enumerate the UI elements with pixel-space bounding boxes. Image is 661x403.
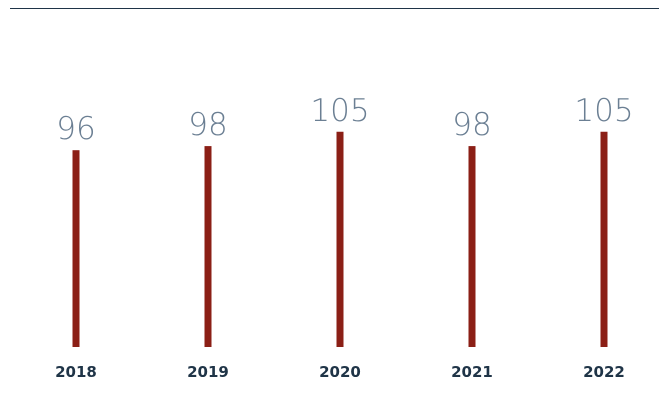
category-label-2019: 2019 [187,363,229,381]
top-rule [10,8,659,9]
category-label-2022: 2022 [583,363,625,381]
bar-2018 [72,150,80,347]
category-label-2021: 2021 [451,363,493,381]
value-label-2018: 96 [56,111,95,147]
bar-2022 [600,131,608,347]
bar-2021 [468,146,476,347]
value-label-2019: 98 [188,107,227,143]
category-label-2020: 2020 [319,363,361,381]
bar-2020 [336,131,344,347]
value-label-2021: 98 [452,107,491,143]
category-label-2018: 2018 [55,363,97,381]
bar-2019 [204,146,212,347]
value-label-2022: 105 [574,93,633,129]
value-label-2020: 105 [310,93,369,129]
